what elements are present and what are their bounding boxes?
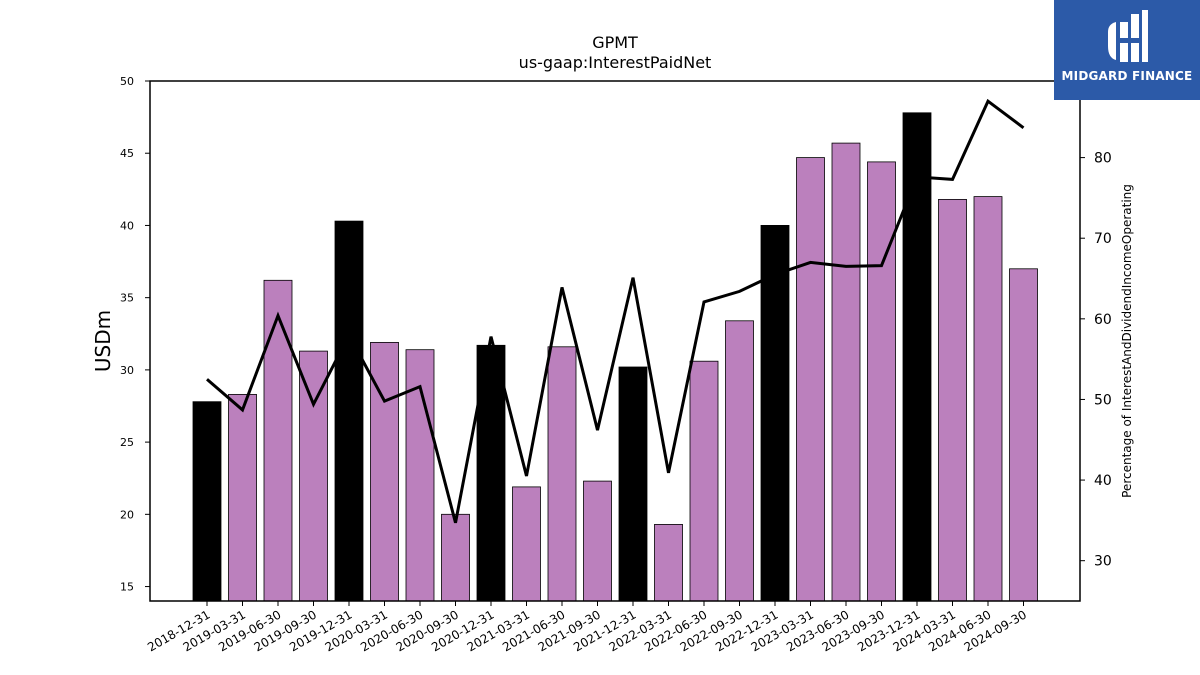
bar-2023-12-31 [902,112,932,602]
y-tick-label: 20 [120,508,134,521]
y2-tick-label: 60 [1094,312,1112,328]
y-axis-label: USDm [91,310,115,372]
midgard-logo-icon [1108,10,1148,62]
bar-2023-09-30 [867,161,896,602]
brand-logo-text: MIDGARD FINANCE [1061,69,1193,83]
y-tick-label: 50 [120,75,134,88]
bar-2023-06-30 [831,142,861,602]
y2-tick-label: 30 [1094,554,1112,570]
bar-2021-06-30 [547,346,577,602]
plot-frame [149,80,1081,602]
bar-2019-12-31 [334,220,364,602]
brand-logo: MIDGARD FINANCE [1054,0,1200,100]
y-tick-label: 25 [120,436,134,449]
y2-axis-label: Percentage of InterestAndDividendIncomeO… [1120,184,1134,498]
bar-2021-12-31 [618,366,648,602]
bars-layer [192,112,1038,602]
y2-tick-label: 70 [1094,231,1112,247]
y-tick-label: 15 [120,581,134,594]
y-tick-label: 40 [120,219,134,232]
bar-2019-09-30 [299,350,328,602]
percentage-line [206,98,1025,524]
bar-2018-12-31 [192,401,222,602]
y2-tick-label: 80 [1094,151,1112,167]
bar-2024-09-30 [1009,268,1038,602]
bar-2020-09-30 [441,513,470,602]
y-tick-label: 35 [120,292,134,305]
y-axis-left: 15 20 25 30 35 40 45 50 [120,75,150,594]
bar-2022-09-30 [725,320,754,602]
line-layer [206,98,1025,524]
y-axis-right: 30 40 50 60 70 80 [1080,151,1112,570]
bar-2022-06-30 [689,360,719,602]
bar-2022-03-31 [654,524,683,602]
x-axis: 2018-12-312019-03-312019-06-302019-09-30… [145,601,1029,654]
y-tick-label: 30 [120,364,134,377]
bar-2024-06-30 [973,196,1003,602]
bar-2023-03-31 [796,157,825,602]
bar-2021-09-30 [583,480,612,602]
chart-title: GPMT [592,33,638,52]
bar-2022-12-31 [760,224,790,602]
y2-tick-label: 50 [1094,392,1112,408]
y2-tick-label: 40 [1094,473,1112,489]
y-tick-label: 45 [120,147,134,160]
bar-2021-03-31 [512,486,541,602]
bar-2024-03-31 [938,198,967,602]
bar-2019-06-30 [263,279,293,602]
bar-2019-03-31 [228,393,257,602]
chart-subtitle: us-gaap:InterestPaidNet [519,53,712,72]
